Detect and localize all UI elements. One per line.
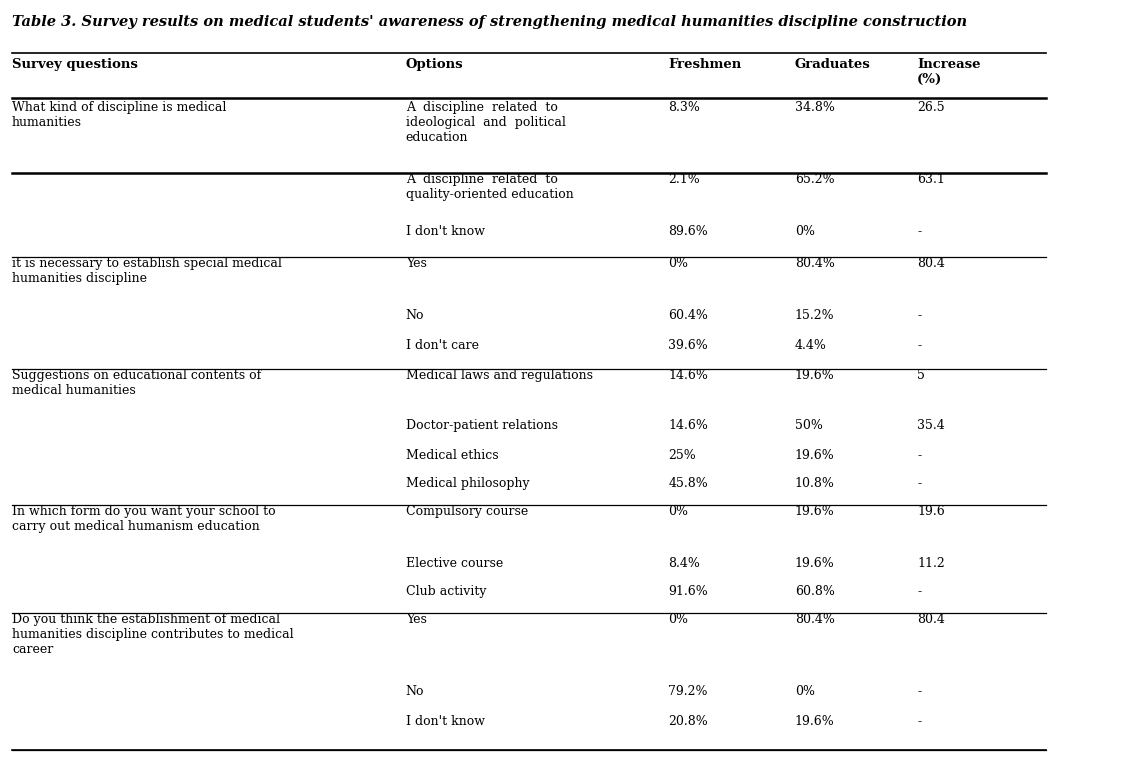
Text: 8.4%: 8.4% <box>668 557 700 570</box>
Text: 0%: 0% <box>795 225 815 238</box>
Text: 39.6%: 39.6% <box>668 339 708 352</box>
Text: 14.6%: 14.6% <box>668 419 708 432</box>
Text: 5: 5 <box>918 369 925 382</box>
Text: No: No <box>406 309 424 322</box>
Text: I don't know: I don't know <box>406 715 484 728</box>
Text: -: - <box>918 685 921 698</box>
Text: Compulsory course: Compulsory course <box>406 505 528 518</box>
Text: Yes: Yes <box>406 257 426 270</box>
Text: 50%: 50% <box>795 419 823 432</box>
Text: 10.8%: 10.8% <box>795 477 834 490</box>
Text: Increase
(%): Increase (%) <box>918 58 980 86</box>
Text: 79.2%: 79.2% <box>668 685 708 698</box>
Text: 60.4%: 60.4% <box>668 309 708 322</box>
Text: 19.6%: 19.6% <box>795 449 834 462</box>
Text: 20.8%: 20.8% <box>668 715 708 728</box>
Text: No: No <box>406 685 424 698</box>
Text: 45.8%: 45.8% <box>668 477 708 490</box>
Text: 35.4: 35.4 <box>918 419 945 432</box>
Text: Medical laws and regulations: Medical laws and regulations <box>406 369 593 382</box>
Text: 15.2%: 15.2% <box>795 309 834 322</box>
Text: 8.3%: 8.3% <box>668 101 700 114</box>
Text: 2.1%: 2.1% <box>668 173 700 186</box>
Text: Yes: Yes <box>406 613 426 626</box>
Text: 91.6%: 91.6% <box>668 585 708 598</box>
Text: 80.4%: 80.4% <box>795 613 834 626</box>
Text: 60.8%: 60.8% <box>795 585 834 598</box>
Text: 80.4%: 80.4% <box>795 257 834 270</box>
Text: Club activity: Club activity <box>406 585 486 598</box>
Text: 80.4: 80.4 <box>918 613 945 626</box>
Text: 19.6%: 19.6% <box>795 505 834 518</box>
Text: I don't care: I don't care <box>406 339 479 352</box>
Text: Do you think the establishment of medical
humanities discipline contributes to m: Do you think the establishment of medica… <box>13 613 294 656</box>
Text: A  discipline  related  to
quality-oriented education: A discipline related to quality-oriented… <box>406 173 573 201</box>
Text: -: - <box>918 715 921 728</box>
Text: -: - <box>918 339 921 352</box>
Text: Table 3. Survey results on medical students' awareness of strengthening medical : Table 3. Survey results on medical stude… <box>13 15 967 29</box>
Text: 25%: 25% <box>668 449 697 462</box>
Text: Medical ethics: Medical ethics <box>406 449 498 462</box>
Text: Elective course: Elective course <box>406 557 503 570</box>
Text: -: - <box>918 585 921 598</box>
Text: Options: Options <box>406 58 463 71</box>
Text: Survey questions: Survey questions <box>13 58 138 71</box>
Text: 26.5: 26.5 <box>918 101 945 114</box>
Text: 0%: 0% <box>668 505 689 518</box>
Text: 0%: 0% <box>668 613 689 626</box>
Text: In which form do you want your school to
carry out medical humanism education: In which form do you want your school to… <box>13 505 276 533</box>
Text: 14.6%: 14.6% <box>668 369 708 382</box>
Text: 11.2: 11.2 <box>918 557 945 570</box>
Text: 19.6%: 19.6% <box>795 557 834 570</box>
Text: 19.6%: 19.6% <box>795 715 834 728</box>
Text: A  discipline  related  to
ideological  and  political
education: A discipline related to ideological and … <box>406 101 565 144</box>
Text: -: - <box>918 477 921 490</box>
Text: I don't know: I don't know <box>406 225 484 238</box>
Text: Doctor-patient relations: Doctor-patient relations <box>406 419 557 432</box>
Text: -: - <box>918 449 921 462</box>
Text: -: - <box>918 309 921 322</box>
Text: it is necessary to establish special medical
humanities discipline: it is necessary to establish special med… <box>13 257 282 285</box>
Text: 63.1: 63.1 <box>918 173 945 186</box>
Text: What kind of discipline is medical
humanities: What kind of discipline is medical human… <box>13 101 227 129</box>
Text: 34.8%: 34.8% <box>795 101 834 114</box>
Text: 19.6: 19.6 <box>918 505 945 518</box>
Text: 65.2%: 65.2% <box>795 173 834 186</box>
Text: 89.6%: 89.6% <box>668 225 708 238</box>
Text: Graduates: Graduates <box>795 58 871 71</box>
Text: Freshmen: Freshmen <box>668 58 742 71</box>
Text: 0%: 0% <box>668 257 689 270</box>
Text: 0%: 0% <box>795 685 815 698</box>
Text: Suggestions on educational contents of
medical humanities: Suggestions on educational contents of m… <box>13 369 261 397</box>
Text: -: - <box>918 225 921 238</box>
Text: 80.4: 80.4 <box>918 257 945 270</box>
Text: 4.4%: 4.4% <box>795 339 826 352</box>
Text: Medical philosophy: Medical philosophy <box>406 477 529 490</box>
Text: 19.6%: 19.6% <box>795 369 834 382</box>
